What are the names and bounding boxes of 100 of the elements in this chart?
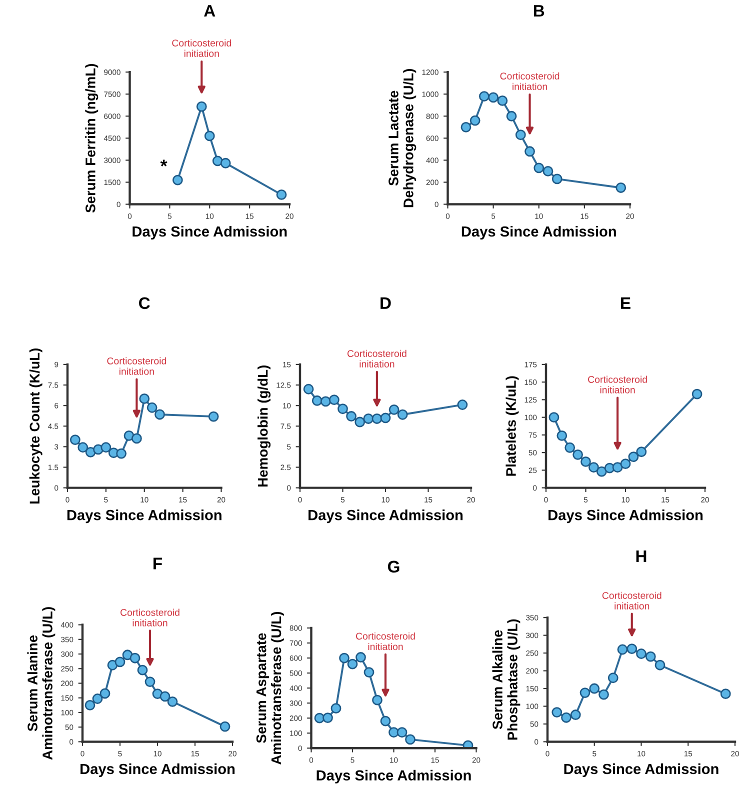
- chart-title: D: [380, 297, 391, 309]
- point: [570, 710, 581, 720]
- point: [144, 676, 156, 687]
- point: [328, 394, 340, 406]
- point: [542, 166, 554, 176]
- point: [548, 412, 560, 423]
- y-axis-title: Serum Aspartate Aminotransferase (U/L): [256, 612, 284, 764]
- y-axis-title: Serum Lactate Dehydrogenase (U/L): [388, 69, 416, 208]
- point: [388, 404, 400, 415]
- point: [588, 462, 599, 473]
- point: [92, 694, 103, 704]
- point: [564, 442, 576, 453]
- point: [654, 660, 666, 670]
- annotation: Corticosteroid initiation: [356, 632, 415, 650]
- point: [692, 388, 702, 400]
- x-axis-title: Days Since Admission: [316, 770, 471, 784]
- point: [488, 92, 499, 103]
- point: [116, 448, 127, 459]
- point: [303, 384, 314, 394]
- point: [626, 644, 638, 654]
- chart-title: G: [388, 560, 400, 573]
- point: [628, 452, 639, 462]
- point: [636, 648, 646, 659]
- point: [204, 130, 215, 142]
- point: [338, 404, 348, 414]
- point: [84, 700, 96, 710]
- point: [114, 656, 126, 668]
- annotation: Corticosteroid initiation: [500, 72, 560, 90]
- point: [515, 130, 526, 140]
- annotation: Corticosteroid initiation: [120, 608, 180, 626]
- point: [212, 156, 223, 166]
- point: [160, 691, 170, 702]
- point: [78, 442, 88, 453]
- chart-title: F: [154, 558, 162, 570]
- point: [552, 174, 562, 184]
- point: [572, 449, 584, 460]
- point: [100, 442, 112, 453]
- point: [172, 174, 183, 186]
- point: [130, 652, 140, 664]
- y-axis-title: Hemoglobin (g/dL): [258, 365, 271, 487]
- text: Corticosteroid initiation: [602, 592, 662, 610]
- x-axis-title: Days Since Admission: [132, 226, 287, 240]
- point: [612, 462, 623, 473]
- point: [372, 414, 382, 424]
- point: [556, 430, 568, 441]
- point: [608, 672, 618, 684]
- point: [322, 712, 333, 724]
- point: [617, 644, 628, 655]
- point: [380, 412, 391, 424]
- x-axis-title: Days Since Admission: [462, 226, 616, 240]
- y-axis-title: Serum Alkaline Phosphatase (U/L): [492, 619, 520, 740]
- point: [524, 146, 535, 157]
- point: [620, 458, 631, 470]
- point: [645, 651, 656, 662]
- point: [167, 696, 178, 707]
- y-axis-title: Leukocyte Count (K/uL): [29, 348, 42, 504]
- point: [372, 694, 382, 706]
- point: [330, 703, 342, 714]
- point: [220, 158, 231, 168]
- point: [339, 652, 350, 664]
- point: [561, 712, 572, 723]
- point: [380, 716, 391, 726]
- point: [396, 727, 408, 738]
- point: [356, 652, 366, 662]
- point: [616, 182, 626, 193]
- chart-title: A: [204, 5, 216, 17]
- x-axis-title: Days Since Admission: [308, 510, 463, 524]
- point: [534, 162, 544, 174]
- annotation: Corticosteroid initiation: [588, 376, 647, 394]
- point: [100, 688, 110, 699]
- point: [720, 688, 731, 700]
- annotation: *: [160, 160, 168, 166]
- point: [70, 434, 80, 446]
- point: [457, 400, 468, 410]
- point: [139, 394, 150, 404]
- point: [470, 115, 480, 126]
- x-axis-title: Days Since Admission: [564, 763, 718, 778]
- x-axis-title: Days Since Admission: [67, 510, 222, 524]
- point: [346, 411, 357, 422]
- point: [220, 721, 230, 732]
- point: [397, 409, 408, 420]
- chart-title: B: [534, 5, 544, 17]
- point: [146, 402, 158, 413]
- text: Corticosteroid initiation: [172, 39, 231, 57]
- x-axis-title: Days Since Admission: [548, 510, 703, 524]
- point: [196, 101, 207, 112]
- point: [347, 658, 358, 670]
- point: [580, 688, 590, 698]
- point: [131, 433, 142, 444]
- y-axis-title: Platelets (K/uL): [506, 376, 519, 476]
- chart-title: E: [621, 297, 630, 309]
- point: [506, 110, 517, 122]
- point: [388, 727, 399, 738]
- point: [589, 683, 600, 694]
- point: [580, 456, 591, 467]
- point: [312, 395, 322, 406]
- point: [137, 664, 148, 676]
- point: [596, 466, 607, 477]
- point: [208, 411, 219, 422]
- annotation: Corticosteroid initiation: [107, 357, 166, 375]
